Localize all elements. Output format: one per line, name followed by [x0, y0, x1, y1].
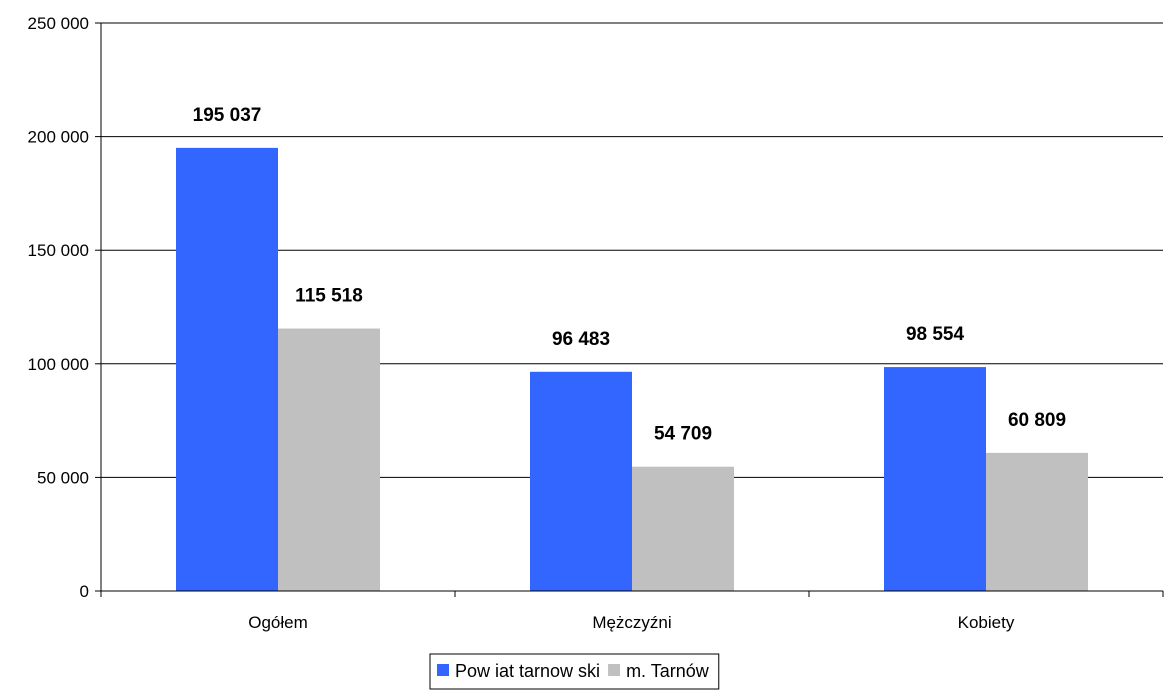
- legend: Pow iat tarnow ski m. Tarnów: [429, 653, 720, 690]
- bar: [884, 367, 986, 591]
- bar: [632, 466, 734, 591]
- y-tick-label: 150 000: [28, 241, 89, 260]
- y-tick-labels: 0 50 000 100 000 150 000 200 000 250 000: [28, 14, 89, 601]
- axes: [95, 22, 1164, 597]
- y-tick-label: 200 000: [28, 128, 89, 147]
- bar: [986, 452, 1088, 591]
- category-label: Kobiety: [958, 613, 1015, 632]
- data-label: 96 483: [552, 329, 610, 350]
- legend-label: Pow iat tarnow ski: [455, 661, 600, 681]
- legend-swatch: [608, 664, 621, 676]
- y-tick-label: 50 000: [37, 468, 89, 487]
- category-label: Ogółem: [248, 613, 308, 632]
- y-tick-label: 250 000: [28, 14, 89, 33]
- legend-box: [429, 653, 720, 690]
- data-label: 115 518: [295, 286, 363, 307]
- category-labels: Ogółem Mężczyźni Kobiety: [248, 613, 1015, 632]
- bars: [176, 147, 1088, 592]
- data-labels: 195 037 115 518 96 483 54 709 98 554 60 809: [193, 105, 1066, 445]
- bar: [530, 371, 632, 591]
- category-label: Mężczyźni: [592, 613, 671, 632]
- legend-swatch: [437, 664, 449, 676]
- legend-label: m. Tarnów: [626, 661, 710, 681]
- data-label: 60 809: [1008, 410, 1066, 431]
- bar: [176, 147, 278, 592]
- y-tick-label: 0: [80, 582, 89, 601]
- y-tick-label: 100 000: [28, 355, 89, 374]
- data-label: 54 709: [654, 424, 712, 445]
- data-label: 195 037: [193, 105, 262, 126]
- data-label: 98 554: [906, 324, 965, 345]
- bar: [278, 328, 380, 591]
